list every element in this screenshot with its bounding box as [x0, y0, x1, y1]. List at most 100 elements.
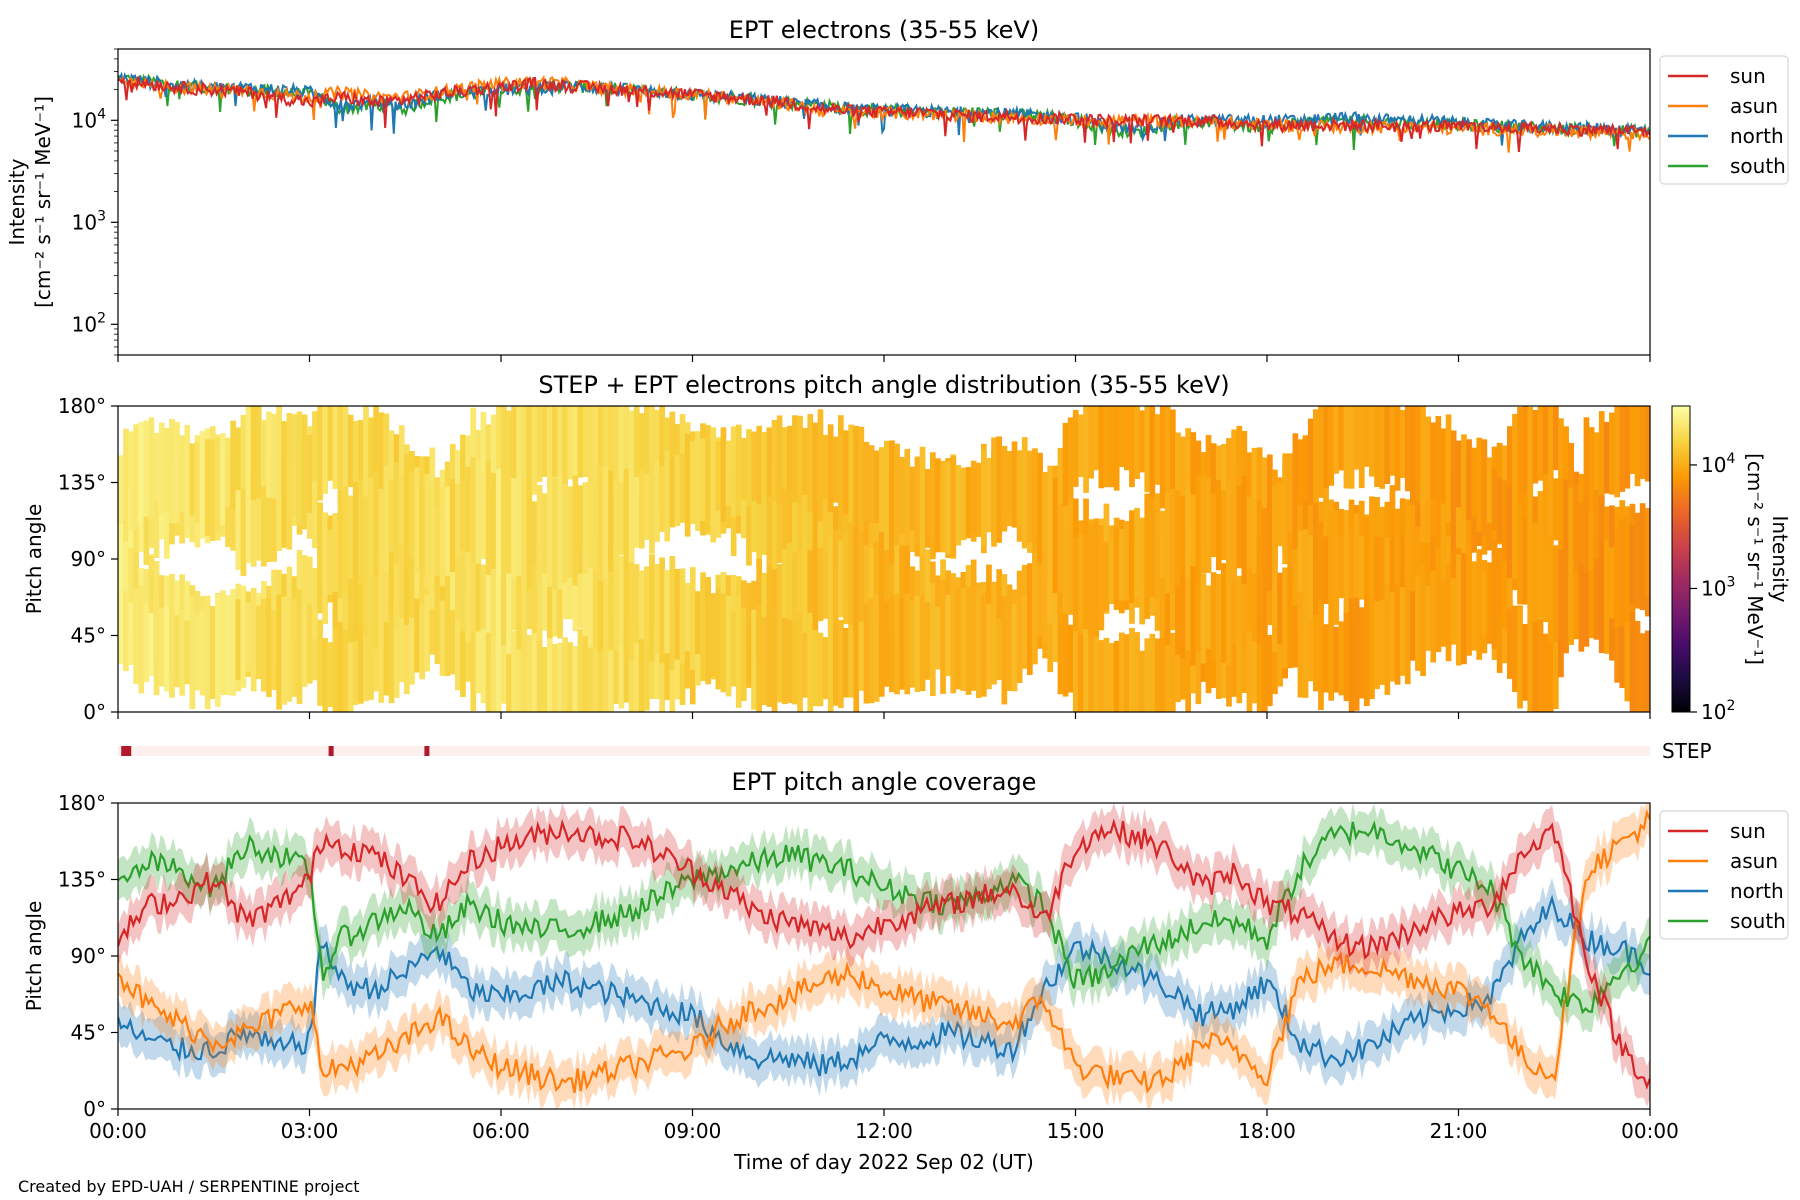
heatmap-cell [204, 439, 211, 536]
heatmap-cell [449, 479, 456, 573]
heatmap-cell [153, 454, 160, 558]
heatmap-cell [1629, 525, 1636, 604]
heatmap-cell [189, 443, 196, 516]
heatmap-cell [1430, 571, 1437, 663]
heatmap-cell [404, 591, 410, 695]
heatmap-cell [475, 559, 482, 632]
heatmap-cell [541, 493, 548, 574]
heatmap-cell [347, 495, 354, 579]
heatmap-cell [970, 593, 977, 691]
heatmap-cell [730, 611, 737, 687]
heatmap-cell [751, 609, 757, 710]
coverage-series-group [118, 803, 1650, 1109]
heatmap-cell [250, 406, 257, 500]
heatmap-cell [128, 431, 134, 531]
heatmap-cell [261, 420, 267, 487]
heatmap-cell [245, 602, 252, 672]
legend-label-sun: sun [1730, 819, 1766, 843]
heatmap-cell [220, 433, 226, 525]
heatmap-cell [1307, 535, 1314, 622]
heatmap-cell [1108, 541, 1115, 605]
heatmap-cell [858, 621, 865, 691]
heatmap-cell [1639, 503, 1646, 610]
heatmap-cell [1027, 563, 1033, 675]
heatmap-cell [495, 624, 502, 712]
heatmap-cell [1175, 541, 1181, 655]
heatmap-cell [199, 431, 206, 539]
heatmap-cell [547, 539, 553, 639]
heatmap-cell [255, 406, 262, 499]
heatmap-cell [444, 486, 451, 576]
heatmap-cell [1124, 634, 1130, 712]
heatmap-cell [613, 480, 620, 560]
heatmap-cell [1425, 416, 1432, 499]
heatmap-cell [501, 556, 507, 646]
heatmap-cell [373, 534, 380, 650]
series-line-sun [118, 76, 1650, 152]
heatmap-cell [1144, 638, 1151, 712]
heatmap-cell [143, 601, 150, 683]
heatmap-cell [1471, 447, 1478, 517]
heatmap-cell [184, 620, 191, 685]
heatmap-cell [475, 461, 482, 564]
heatmap-cell [1374, 601, 1380, 690]
heatmap-cell [1542, 633, 1549, 712]
coverage-panel: EPT pitch angle coverage 0° 45° 90° 135° 180… [22, 768, 1789, 1174]
heatmap-cell [684, 582, 691, 652]
heatmap-cell [358, 625, 364, 704]
heatmap-cell [516, 483, 523, 576]
heatmap-cell [220, 600, 226, 695]
heatmap-cell [368, 623, 374, 701]
heatmap-cell [812, 542, 819, 633]
heatmap-cell [1578, 562, 1585, 652]
heatmap-cell [245, 406, 252, 503]
heatmap-cell [766, 470, 773, 570]
heatmap-cell [1450, 430, 1457, 512]
heatmap-cell [1221, 490, 1227, 561]
heatmap-cell [521, 620, 528, 712]
heatmap-cell [654, 409, 660, 500]
heatmap-cell [409, 471, 415, 558]
heatmap-cell [1338, 406, 1345, 471]
coverage-legend: sun asun north south [1659, 810, 1789, 940]
heatmap-cell [1491, 468, 1498, 531]
heatmap-cell [899, 598, 906, 690]
heatmap-cell [1507, 485, 1513, 579]
credit-text: Created by EPD-UAH / SERPENTINE project [18, 1177, 360, 1196]
heatmap-cell [1639, 406, 1646, 479]
x-tick-label: 15:00 [1047, 1119, 1105, 1143]
heatmap-cell [618, 481, 625, 556]
heatmap-cell [261, 598, 267, 692]
heatmap-cell [577, 485, 584, 574]
heatmap-cell [455, 449, 461, 512]
heatmap-cell [863, 441, 870, 521]
heatmap-cell [123, 532, 129, 637]
heatmap-cell [1200, 476, 1207, 574]
heatmap-cell [164, 427, 170, 512]
heatmap-cell [848, 625, 855, 698]
heatmap-cell [526, 634, 533, 712]
heatmap-cell [832, 436, 839, 503]
heatmap-cell [1098, 640, 1105, 712]
heatmap-cell [1450, 474, 1457, 562]
heatmap-cell [434, 572, 441, 665]
heatmap-cell [899, 545, 906, 650]
colorbar-label-line1: Intensity [1768, 515, 1792, 602]
heatmap-cell [455, 590, 461, 691]
heatmap-cell [1568, 487, 1575, 564]
intensity-series-group [118, 71, 1650, 153]
heatmap-cell [1522, 406, 1529, 511]
heatmap-cell [189, 595, 196, 710]
heatmap-cell [1098, 525, 1105, 631]
heatmap-cell [1088, 619, 1095, 712]
heatmap-cell [1634, 406, 1641, 487]
heatmap-cell [332, 406, 339, 489]
heatmap-cell [1328, 621, 1335, 701]
heatmap-cell [1297, 482, 1304, 553]
heatmap-cell [741, 474, 747, 539]
heatmap-cell [1318, 601, 1324, 710]
heatmap-cell [751, 476, 757, 553]
heatmap-cell [720, 427, 727, 522]
heatmap-cell [511, 630, 517, 712]
heatmap-cell [628, 614, 635, 712]
